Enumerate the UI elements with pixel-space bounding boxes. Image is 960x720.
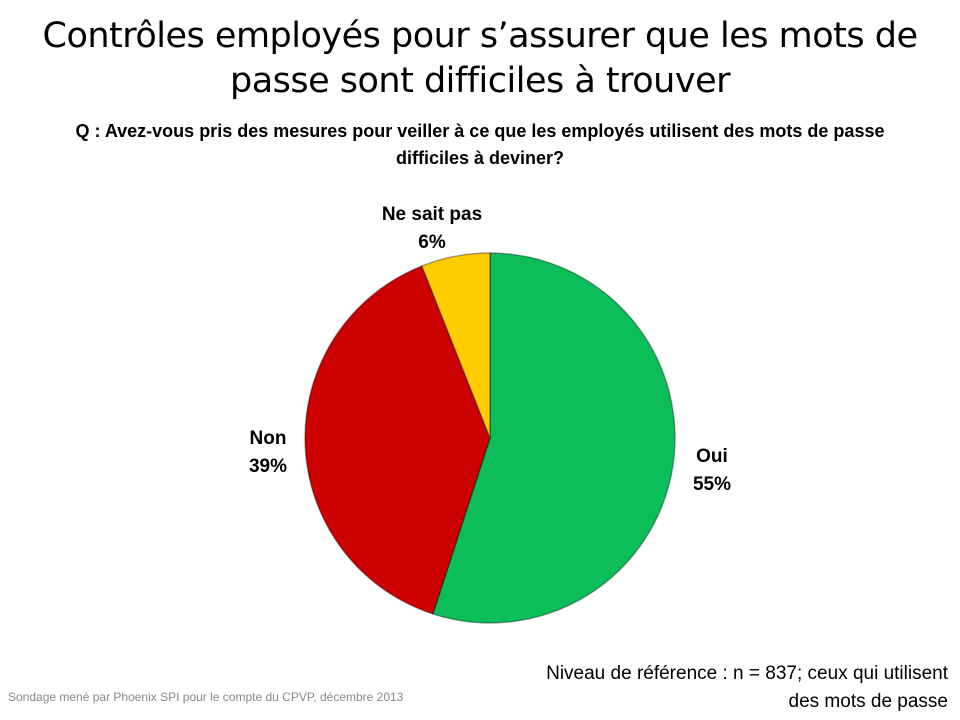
- slice-value-label: 6%: [418, 232, 446, 253]
- slice-label: Ne sait pas: [382, 204, 482, 225]
- slice-label: Non: [250, 428, 287, 449]
- chart-subtitle-question: Q : Avez-vous pris des mesures pour veil…: [75, 121, 885, 168]
- base-note: Niveau de référence : n = 837; ceux qui …: [546, 663, 948, 712]
- chart-title: Contrôles employés pour s’assurer que le…: [42, 16, 918, 101]
- pie-slice-oui: [431, 252, 676, 624]
- slice-value-label: 55%: [693, 474, 731, 495]
- slice-label: Oui: [696, 446, 728, 467]
- pie-slice-non: [304, 265, 491, 615]
- pie-slice-ne-sait-pas: [420, 252, 491, 439]
- slice-value-label: 39%: [249, 456, 287, 477]
- source-note: Sondage mené par Phoenix SPI pour le com…: [8, 690, 404, 704]
